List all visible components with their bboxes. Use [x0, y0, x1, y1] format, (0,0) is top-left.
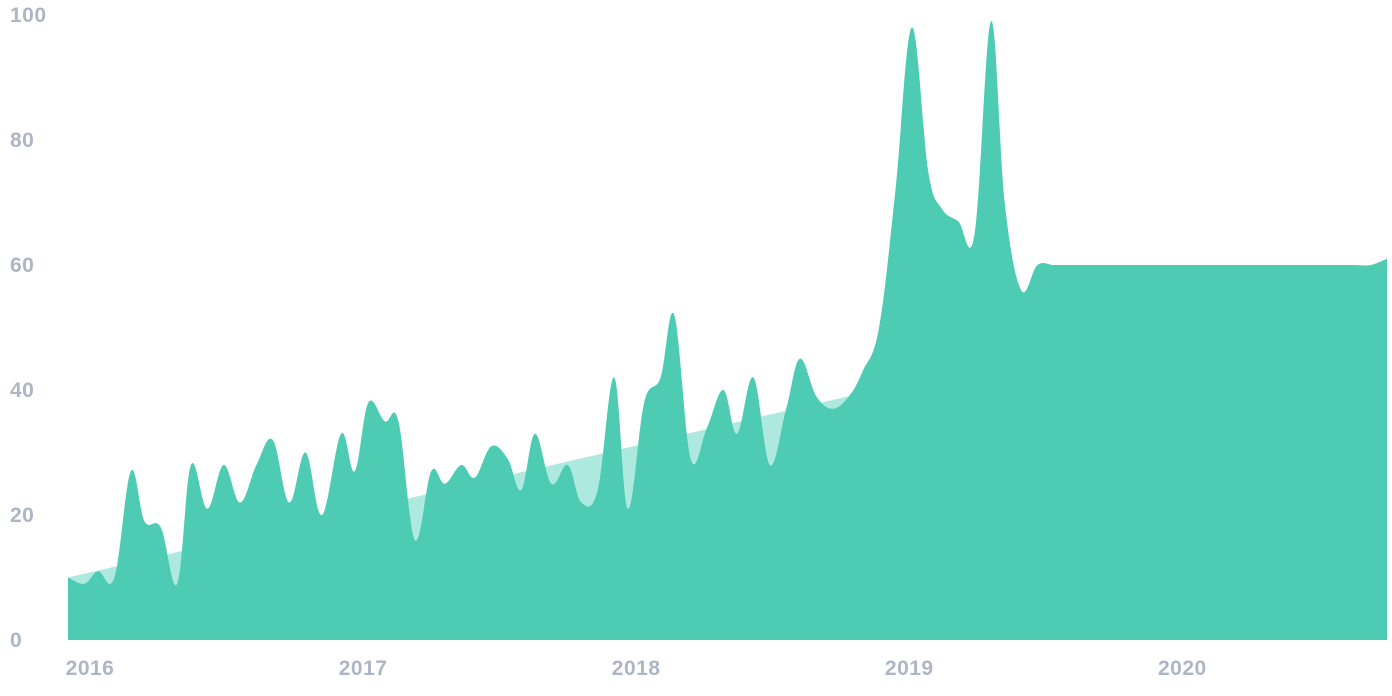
plot-area	[68, 21, 1387, 640]
x-tick-label: 2016	[66, 657, 115, 680]
x-tick-label: 2019	[885, 657, 934, 680]
x-tick-label: 2020	[1158, 657, 1207, 680]
y-tick-label: 40	[10, 379, 34, 402]
y-axis: 0 20 40 60 80 100	[10, 4, 47, 652]
x-axis: 2016 2017 2018 2019 2020	[66, 657, 1207, 680]
y-tick-label: 80	[10, 129, 34, 152]
y-tick-label: 100	[10, 4, 47, 27]
y-tick-label: 0	[10, 629, 22, 652]
x-tick-label: 2018	[612, 657, 661, 680]
y-tick-label: 60	[10, 254, 34, 277]
x-tick-label: 2017	[339, 657, 388, 680]
y-tick-label: 20	[10, 504, 34, 527]
series-area-interest	[68, 21, 1387, 640]
